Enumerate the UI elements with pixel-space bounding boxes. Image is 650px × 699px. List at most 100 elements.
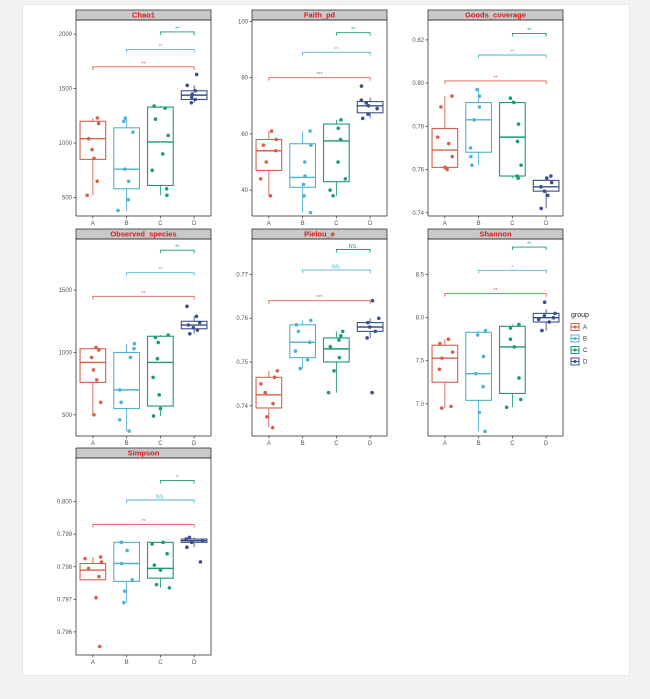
data-point-B <box>132 346 136 351</box>
data-point-D <box>195 328 200 332</box>
data-point-C <box>161 540 165 545</box>
data-point-B <box>121 119 126 124</box>
y-tick-label: 80 <box>241 76 248 82</box>
data-point-D <box>185 545 189 550</box>
data-point-D <box>545 193 550 198</box>
panel-pielou-e: Pielou_e 0.74 0.75 0.76 0.77 A B C D NS. NS. *** <box>236 228 388 447</box>
data-point-C <box>155 356 160 361</box>
data-point-C <box>326 390 331 395</box>
data-point-B <box>483 328 488 333</box>
data-point-A <box>446 337 451 342</box>
y-tick-label: 0.76 <box>412 168 424 174</box>
data-point-C <box>151 414 156 418</box>
data-point-B <box>301 182 306 187</box>
comparison-A-D: ** <box>92 519 195 528</box>
data-point-B <box>483 429 487 434</box>
comparison-B-D: * <box>478 265 547 274</box>
comparison-bracket <box>511 32 547 37</box>
y-tick-label: 0.76 <box>236 316 248 322</box>
box-C <box>322 331 350 393</box>
box-iqr <box>147 541 174 579</box>
data-point-D <box>191 325 196 330</box>
panel-observed-species: Observed_species 500 1000 1500 A B C D ** ** ** <box>59 228 212 447</box>
comparison-label: ** <box>351 27 356 33</box>
data-point-C <box>328 344 333 349</box>
data-point-D <box>370 390 374 395</box>
data-point-A <box>439 105 443 109</box>
data-point-A <box>95 179 99 183</box>
data-point-D <box>542 189 547 193</box>
data-point-C <box>343 177 348 181</box>
data-point-D <box>539 206 543 211</box>
data-point-B <box>303 174 307 178</box>
data-point-A <box>274 137 279 142</box>
comparison-B-D: NS. <box>302 265 371 274</box>
data-point-D <box>365 336 369 340</box>
box-B <box>465 330 492 432</box>
data-point-A <box>85 193 89 198</box>
y-tick-label: 2000 <box>59 32 73 38</box>
comparison-label: ** <box>175 26 180 32</box>
x-tick-label: A <box>443 441 447 447</box>
comparison-label: ** <box>527 242 532 248</box>
data-point-A <box>273 148 278 153</box>
data-point-B <box>309 318 313 323</box>
legend-title: group <box>571 312 589 319</box>
data-point-A <box>99 560 104 564</box>
data-point-B <box>307 340 312 345</box>
data-point-D <box>553 311 557 316</box>
data-point-D <box>193 97 198 102</box>
data-point-C <box>150 542 154 546</box>
legend-item-A: A <box>570 323 587 331</box>
legend-key-point <box>573 325 577 329</box>
data-point-A <box>275 368 280 373</box>
data-point-A <box>90 147 94 152</box>
comparison-label: ** <box>334 47 339 53</box>
data-point-C <box>166 333 170 337</box>
box-iqr <box>289 143 316 188</box>
comparison-label: * <box>511 265 514 271</box>
data-point-B <box>477 410 482 415</box>
x-tick-label: B <box>125 221 129 227</box>
data-point-A <box>449 404 453 409</box>
box-iqr <box>113 127 141 190</box>
y-tick-label: 0.74 <box>412 211 424 217</box>
x-tick-label: A <box>91 221 95 227</box>
data-point-A <box>265 414 269 419</box>
data-point-C <box>328 188 332 192</box>
box-B <box>289 131 316 213</box>
comparison-label: ** <box>158 267 163 273</box>
data-point-A <box>94 345 98 350</box>
data-point-C <box>151 375 155 380</box>
data-point-A <box>86 136 91 141</box>
data-point-C <box>164 186 169 191</box>
y-tick-label: 0.74 <box>236 404 248 410</box>
data-point-C <box>519 163 523 168</box>
data-point-A <box>97 348 101 352</box>
data-point-B <box>123 167 127 171</box>
y-tick-label: 7.0 <box>416 402 425 408</box>
data-point-C <box>153 117 158 121</box>
data-point-A <box>97 644 102 649</box>
comparison-label: NS. <box>349 244 359 250</box>
comparison-bracket <box>478 269 547 274</box>
legend-item-B: B <box>570 334 587 343</box>
data-point-D <box>186 323 191 327</box>
data-point-B <box>119 540 124 545</box>
comparison-bracket <box>444 80 547 84</box>
data-point-B <box>117 388 122 392</box>
panel-title: Goods_coverage <box>465 11 526 20</box>
comparison-bracket <box>302 51 371 56</box>
panel-title: Chao1 <box>132 11 155 20</box>
data-point-A <box>261 143 266 147</box>
data-point-D <box>539 185 543 189</box>
data-point-C <box>515 174 519 178</box>
box-B <box>113 118 141 211</box>
data-point-A <box>96 121 101 126</box>
data-point-A <box>259 382 263 386</box>
y-tick-label: 0.78 <box>412 124 424 130</box>
data-point-D <box>373 329 378 334</box>
x-tick-label: C <box>158 441 163 447</box>
data-point-A <box>445 167 450 172</box>
